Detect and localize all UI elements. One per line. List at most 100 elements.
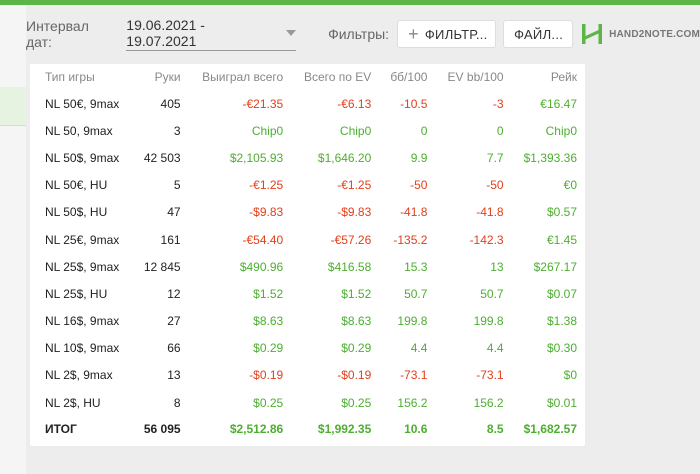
cell-ev-bb100: 4.4 <box>486 341 504 356</box>
file-button[interactable]: ФАЙЛ... <box>503 20 574 48</box>
cell-rake: €1.45 <box>546 232 577 247</box>
logo: HAND2NOTE.COM <box>581 22 700 46</box>
cell-won-total: -€54.40 <box>242 232 284 247</box>
filters-label: Фильтры: <box>328 26 390 42</box>
cell-ev-bb100: 0 <box>496 123 504 138</box>
cell-won-total: -$9.83 <box>249 205 284 220</box>
cell-rake: €16.47 <box>540 96 577 111</box>
cell-bb100: 10.6 <box>404 422 428 437</box>
cell-game-type: NL 50, 9max <box>45 123 113 138</box>
column-header-won-total[interactable]: Выиграл всего <box>202 70 284 84</box>
cell-hands: 161 <box>160 232 181 247</box>
cell-ev-bb100: 8.5 <box>486 422 504 437</box>
column-header-bb100[interactable]: бб/100 <box>390 70 428 84</box>
cell-game-type: NL 50€, 9max <box>45 96 120 111</box>
cell-ev-total: -$9.83 <box>337 205 372 220</box>
cell-bb100: 199.8 <box>397 314 428 329</box>
cell-hands: 42 503 <box>143 150 181 165</box>
cell-rake: $1.38 <box>546 314 577 329</box>
cell-hands: 8 <box>173 395 181 410</box>
cell-ev-bb100: -50 <box>486 178 504 193</box>
table-row[interactable]: NL 50, 9max 3 Chip0 Chip0 0 0 Chip0 <box>30 117 585 144</box>
column-header-hands[interactable]: Руки <box>154 70 181 84</box>
cell-game-type: NL 2$, HU <box>45 395 101 410</box>
cell-hands: 5 <box>173 178 181 193</box>
filter-button[interactable]: + ФИЛЬТР... <box>397 20 497 48</box>
cell-rake: $267.17 <box>533 259 577 274</box>
table-row[interactable]: NL 50€, 9max 405 -€21.35 -€6.13 -10.5 -3 €16.4… <box>30 90 585 117</box>
cell-rake: $0.30 <box>546 341 577 356</box>
cell-ev-bb100: 199.8 <box>473 314 504 329</box>
cell-game-type: NL 25€, 9max <box>45 232 120 247</box>
table-total-row[interactable]: ИТОГ 56 095 $2,512.86 $1,992.35 10.6 8.5 $1,68… <box>30 416 585 442</box>
cell-won-total: $490.96 <box>239 259 284 274</box>
table-row[interactable]: NL 2$, 9max 13 -$0.19 -$0.19 -73.1 -73.1 $0 <box>30 362 585 389</box>
table-row[interactable]: NL 50€, HU 5 -€1.25 -€1.25 -50 -50 €0 <box>30 172 585 199</box>
cell-game-type: NL 10$, 9max <box>45 341 120 356</box>
cell-bb100: -135.2 <box>393 232 428 247</box>
filter-button-label: ФИЛЬТР... <box>424 26 488 42</box>
cell-bb100: 15.3 <box>404 259 428 274</box>
table-row[interactable]: NL 16$, 9max 27 $8.63 $8.63 199.8 199.8 $1.38 <box>30 308 585 335</box>
cell-ev-bb100: -142.3 <box>469 232 504 247</box>
cell-bb100: 4.4 <box>410 341 428 356</box>
cell-hands: 56 095 <box>143 422 181 437</box>
cell-bb100: -41.8 <box>400 205 428 220</box>
table-row[interactable]: NL 25$, 9max 12 845 $490.96 $416.58 15.3 13 $2… <box>30 253 585 280</box>
plus-icon: + <box>408 24 419 44</box>
table-row[interactable]: NL 50$, HU 47 -$9.83 -$9.83 -41.8 -41.8 $0.57 <box>30 199 585 226</box>
table-row[interactable]: NL 10$, 9max 66 $0.29 $0.29 4.4 4.4 $0.30 <box>30 335 585 362</box>
cell-game-type: NL 16$, 9max <box>45 314 120 329</box>
cell-hands: 27 <box>167 314 181 329</box>
cell-won-total: Chip0 <box>251 123 284 138</box>
column-header-ev-bb100[interactable]: EV bb/100 <box>447 70 504 84</box>
sidebar-divider <box>0 125 26 126</box>
cell-bb100: -73.1 <box>400 368 428 383</box>
cell-ev-bb100: 50.7 <box>480 286 504 301</box>
cell-won-total: -€21.35 <box>242 96 284 111</box>
cell-rake: $0.01 <box>546 395 577 410</box>
cell-hands: 12 845 <box>143 259 181 274</box>
cell-bb100: 50.7 <box>404 286 428 301</box>
cell-bb100: -50 <box>410 178 428 193</box>
cell-hands: 66 <box>167 341 181 356</box>
cell-hands: 13 <box>167 368 181 383</box>
cell-game-type: NL 25$, 9max <box>45 259 120 274</box>
cell-won-total: $8.63 <box>253 314 284 329</box>
column-header-rake[interactable]: Рейк <box>550 70 577 84</box>
date-range-picker[interactable]: 19.06.2021 - 19.07.2021 <box>126 17 297 51</box>
cell-won-total: $2,512.86 <box>229 422 284 437</box>
stats-table-card: Тип игры Руки Выиграл всего Всего по EV … <box>30 64 585 446</box>
cell-game-type: NL 50€, HU <box>45 178 108 193</box>
cell-ev-bb100: -3 <box>492 96 504 111</box>
cell-hands: 405 <box>160 96 181 111</box>
table-row[interactable]: NL 2$, HU 8 $0.25 $0.25 156.2 156.2 $0.01 <box>30 389 585 416</box>
cell-ev-total: $0.29 <box>341 341 372 356</box>
logo-text: HAND2NOTE.COM <box>609 28 700 40</box>
table-row[interactable]: NL 25$, HU 12 $1.52 $1.52 50.7 50.7 $0.07 <box>30 280 585 307</box>
cell-rake: $0.57 <box>546 205 577 220</box>
cell-ev-bb100: 156.2 <box>473 395 504 410</box>
sidebar-selected-row[interactable] <box>0 87 26 125</box>
cell-ev-total: $1,992.35 <box>317 422 372 437</box>
cell-rake: $1,682.57 <box>523 422 577 437</box>
cell-ev-total: $8.63 <box>341 314 372 329</box>
cell-ev-bb100: -41.8 <box>476 205 504 220</box>
column-header-ev-total[interactable]: Всего по EV <box>303 70 372 84</box>
cell-hands: 3 <box>173 123 181 138</box>
cell-bb100: 9.9 <box>410 150 428 165</box>
cell-ev-total: $1.52 <box>341 286 372 301</box>
cell-ev-total: -€57.26 <box>330 232 372 247</box>
stats-table: Тип игры Руки Выиграл всего Всего по EV … <box>30 64 585 442</box>
table-row[interactable]: NL 50$, 9max 42 503 $2,105.93 $1,646.20 9.9 7… <box>30 144 585 171</box>
cell-game-type: NL 50$, HU <box>45 205 108 220</box>
cell-ev-total: $416.58 <box>327 259 372 274</box>
left-sidebar-strip <box>0 5 26 474</box>
cell-ev-bb100: 13 <box>490 259 504 274</box>
hand2note-logo-icon <box>582 24 603 44</box>
column-header-game-type[interactable]: Тип игры <box>45 70 95 84</box>
table-row[interactable]: NL 25€, 9max 161 -€54.40 -€57.26 -135.2 -142.… <box>30 226 585 253</box>
cell-bb100: -10.5 <box>400 96 428 111</box>
cell-game-type: NL 25$, HU <box>45 286 108 301</box>
cell-hands: 47 <box>167 205 181 220</box>
